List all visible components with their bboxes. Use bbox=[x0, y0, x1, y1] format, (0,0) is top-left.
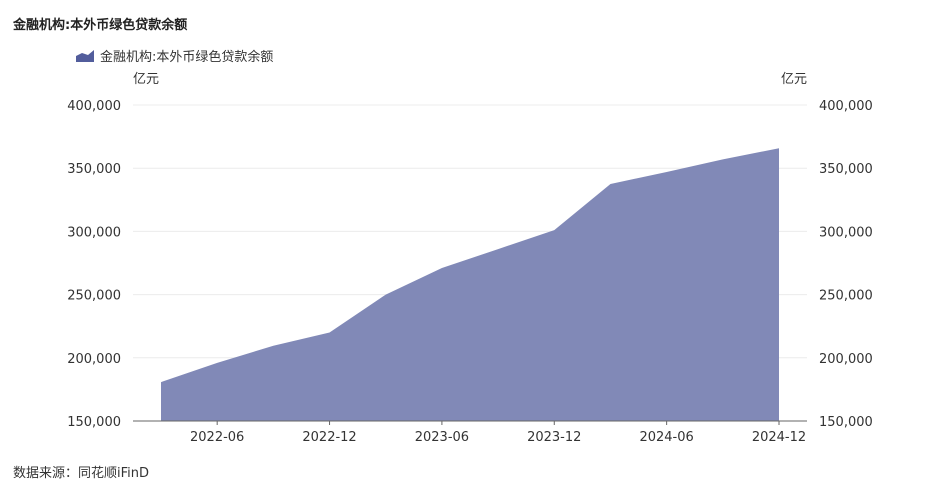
legend-swatch-icon bbox=[76, 49, 94, 62]
x-tick-label: 2022-06 bbox=[190, 430, 244, 445]
y-tick-label-right: 200,000 bbox=[819, 352, 873, 367]
x-tick-label: 2024-06 bbox=[639, 430, 693, 445]
y-tick-label-left: 200,000 bbox=[67, 352, 121, 367]
left-unit-label: 亿元 bbox=[133, 72, 159, 87]
x-tick-label: 2023-06 bbox=[415, 430, 469, 445]
data-source: 数据来源：同花顺iFinD bbox=[13, 466, 150, 481]
x-tick-label: 2022-12 bbox=[302, 430, 356, 445]
y-tick-label-right: 300,000 bbox=[819, 225, 873, 240]
y-tick-label-left: 250,000 bbox=[67, 289, 121, 304]
y-tick-label-right: 400,000 bbox=[819, 99, 873, 114]
y-tick-label-left: 400,000 bbox=[67, 99, 121, 114]
x-tick-label: 2023-12 bbox=[527, 430, 581, 445]
y-tick-label-left: 150,000 bbox=[67, 415, 121, 430]
y-tick-label-left: 300,000 bbox=[67, 225, 121, 240]
legend[interactable]: 金融机构:本外币绿色贷款余额 bbox=[76, 46, 273, 65]
x-tick-label: 2024-12 bbox=[752, 430, 806, 445]
y-tick-label-right: 350,000 bbox=[819, 162, 873, 177]
y-tick-label-right: 150,000 bbox=[819, 415, 873, 430]
chart-title: 金融机构:本外币绿色贷款余额 bbox=[13, 18, 188, 33]
legend-label: 金融机构:本外币绿色贷款余额 bbox=[100, 50, 274, 65]
y-tick-label-left: 350,000 bbox=[67, 162, 121, 177]
right-unit-label: 亿元 bbox=[781, 72, 807, 87]
y-tick-label-right: 250,000 bbox=[819, 289, 873, 304]
series-area bbox=[161, 148, 779, 421]
